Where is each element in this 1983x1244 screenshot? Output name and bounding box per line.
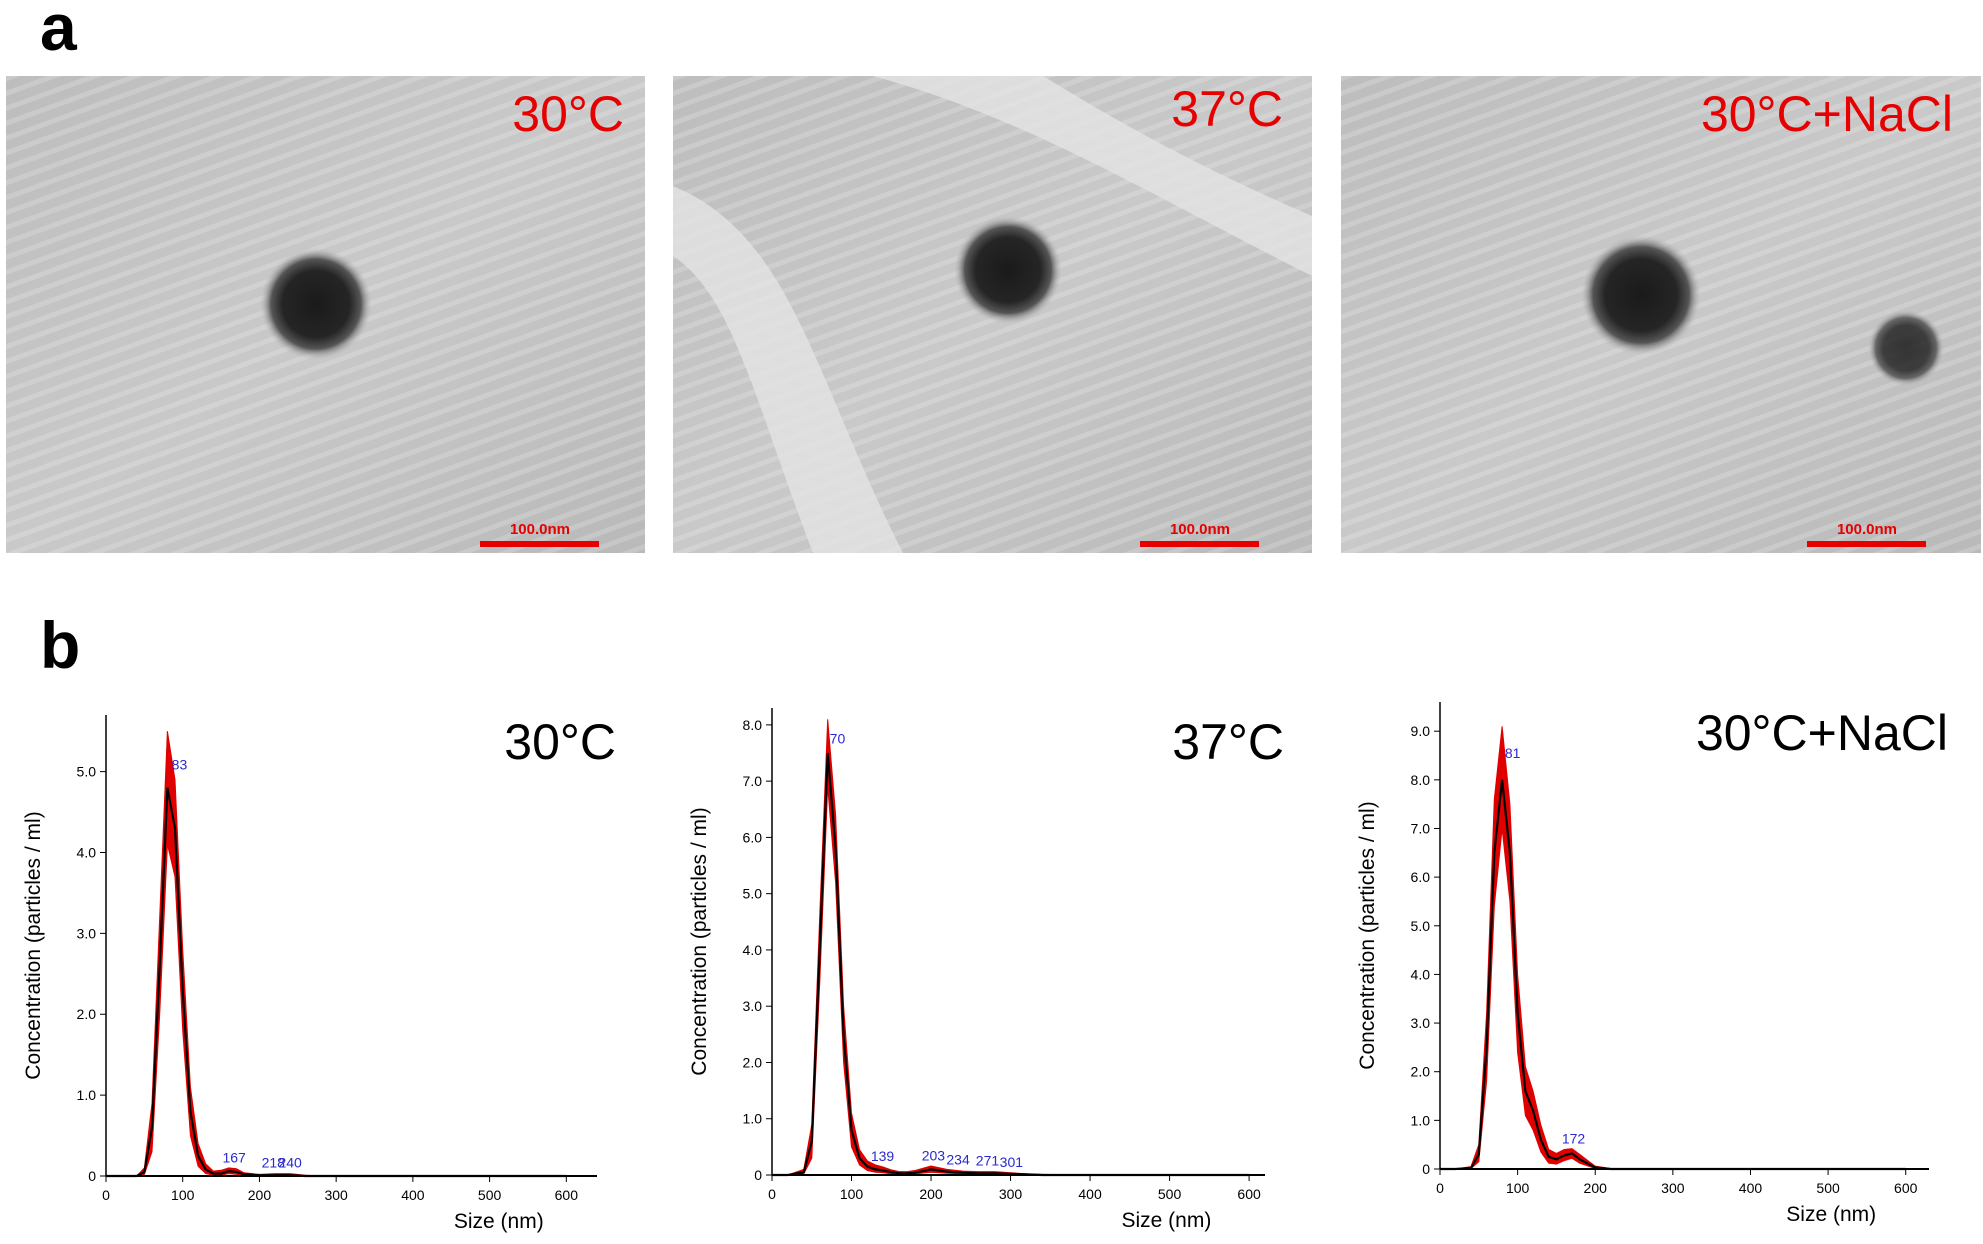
x-tick-label: 500 [478,1187,502,1203]
x-tick-label: 300 [324,1187,348,1203]
image-label: 30°C+NaCl [1701,86,1953,142]
y-tick-label: 8.0 [1411,772,1431,788]
x-axis-label: Size (nm) [1121,1209,1211,1232]
x-tick-label: 0 [768,1186,776,1202]
y-tick-label: 2.0 [743,1054,763,1070]
y-tick-label: 5.0 [1411,918,1431,934]
y-tick-label: 0 [88,1168,96,1184]
y-tick-label: 3.0 [743,998,763,1014]
chart-title: 30°C [504,714,616,770]
x-tick-label: 600 [1894,1180,1918,1196]
y-tick-label: 7.0 [743,773,763,789]
x-tick-label: 400 [401,1187,425,1203]
chart-title: 37°C [1172,714,1284,770]
peak-label: 70 [830,730,846,746]
tem-image: 37°C 100.0nm [673,76,1312,553]
peak-label: 139 [871,1148,895,1164]
x-tick-label: 300 [1661,1180,1685,1196]
peak-label: 271 [976,1153,1000,1169]
y-axis-label: Concentration (particles / ml) [22,811,45,1079]
peak-label: 172 [1562,1131,1586,1147]
y-tick-label: 0 [1422,1161,1430,1177]
y-tick-label: 9.0 [1411,723,1431,739]
error-band [1440,726,1906,1170]
y-tick-label: 4.0 [77,844,97,860]
image-label: 37°C [1171,81,1283,137]
y-tick-label: 0 [754,1167,762,1183]
y-tick-label: 1.0 [1411,1112,1431,1128]
y-tick-label: 8.0 [743,717,763,733]
x-tick-label: 200 [1584,1180,1608,1196]
y-tick-label: 4.0 [1411,966,1431,982]
y-tick-label: 2.0 [77,1006,97,1022]
panel-label: a [40,0,78,64]
x-tick-label: 300 [999,1186,1023,1202]
y-tick-label: 5.0 [77,764,97,780]
x-tick-label: 600 [1237,1186,1261,1202]
peak-label: 301 [1000,1154,1024,1170]
x-tick-label: 0 [1436,1180,1444,1196]
line [106,787,567,1178]
x-tick-label: 500 [1816,1180,1840,1196]
peak-label: 83 [172,757,188,773]
peak-label: 240 [278,1155,302,1171]
peak-label: 234 [946,1152,970,1168]
y-tick-label: 6.0 [1411,869,1431,885]
x-tick-label: 500 [1158,1186,1182,1202]
peak-label: 203 [922,1148,946,1164]
y-tick-label: 3.0 [77,925,97,941]
y-tick-label: 4.0 [743,942,763,958]
chart-title: 30°C+NaCl [1696,705,1948,761]
y-tick-label: 1.0 [77,1087,97,1103]
peak-label: 167 [222,1149,246,1165]
x-tick-label: 200 [919,1186,943,1202]
x-tick-label: 400 [1739,1180,1763,1196]
peak-label: 218 [262,1155,286,1171]
y-tick-label: 2.0 [1411,1064,1431,1080]
x-tick-label: 0 [102,1187,110,1203]
y-tick-label: 3.0 [1411,1015,1431,1031]
error-band [106,731,567,1177]
y-axis-label: Concentration (particles / ml) [688,807,711,1075]
x-tick-label: 100 [1506,1180,1530,1196]
x-tick-label: 100 [840,1186,864,1202]
y-tick-label: 7.0 [1411,820,1431,836]
y-tick-label: 5.0 [743,886,763,902]
x-tick-label: 100 [171,1187,195,1203]
y-tick-label: 6.0 [743,829,763,845]
x-axis-label: Size (nm) [1786,1203,1876,1226]
x-tick-label: 600 [555,1187,579,1203]
x-tick-label: 200 [248,1187,272,1203]
scale-bar-label: 100.0nm [1170,521,1230,538]
y-tick-label: 1.0 [743,1111,763,1127]
peak-label: 81 [1505,745,1521,761]
x-axis-label: Size (nm) [454,1210,544,1233]
tem-image: 30°C 100.0nm [6,76,645,553]
scale-bar-label: 100.0nm [1837,521,1897,538]
scale-bar-label: 100.0nm [510,521,570,538]
x-tick-label: 400 [1078,1186,1102,1202]
panel-label: b [40,608,80,682]
line [772,752,1250,1177]
error-band [772,719,1250,1176]
image-label: 30°C [512,86,624,142]
tem-image: 30°C+NaCl 100.0nm [1341,76,1981,553]
y-axis-label: Concentration (particles / ml) [1356,801,1379,1069]
